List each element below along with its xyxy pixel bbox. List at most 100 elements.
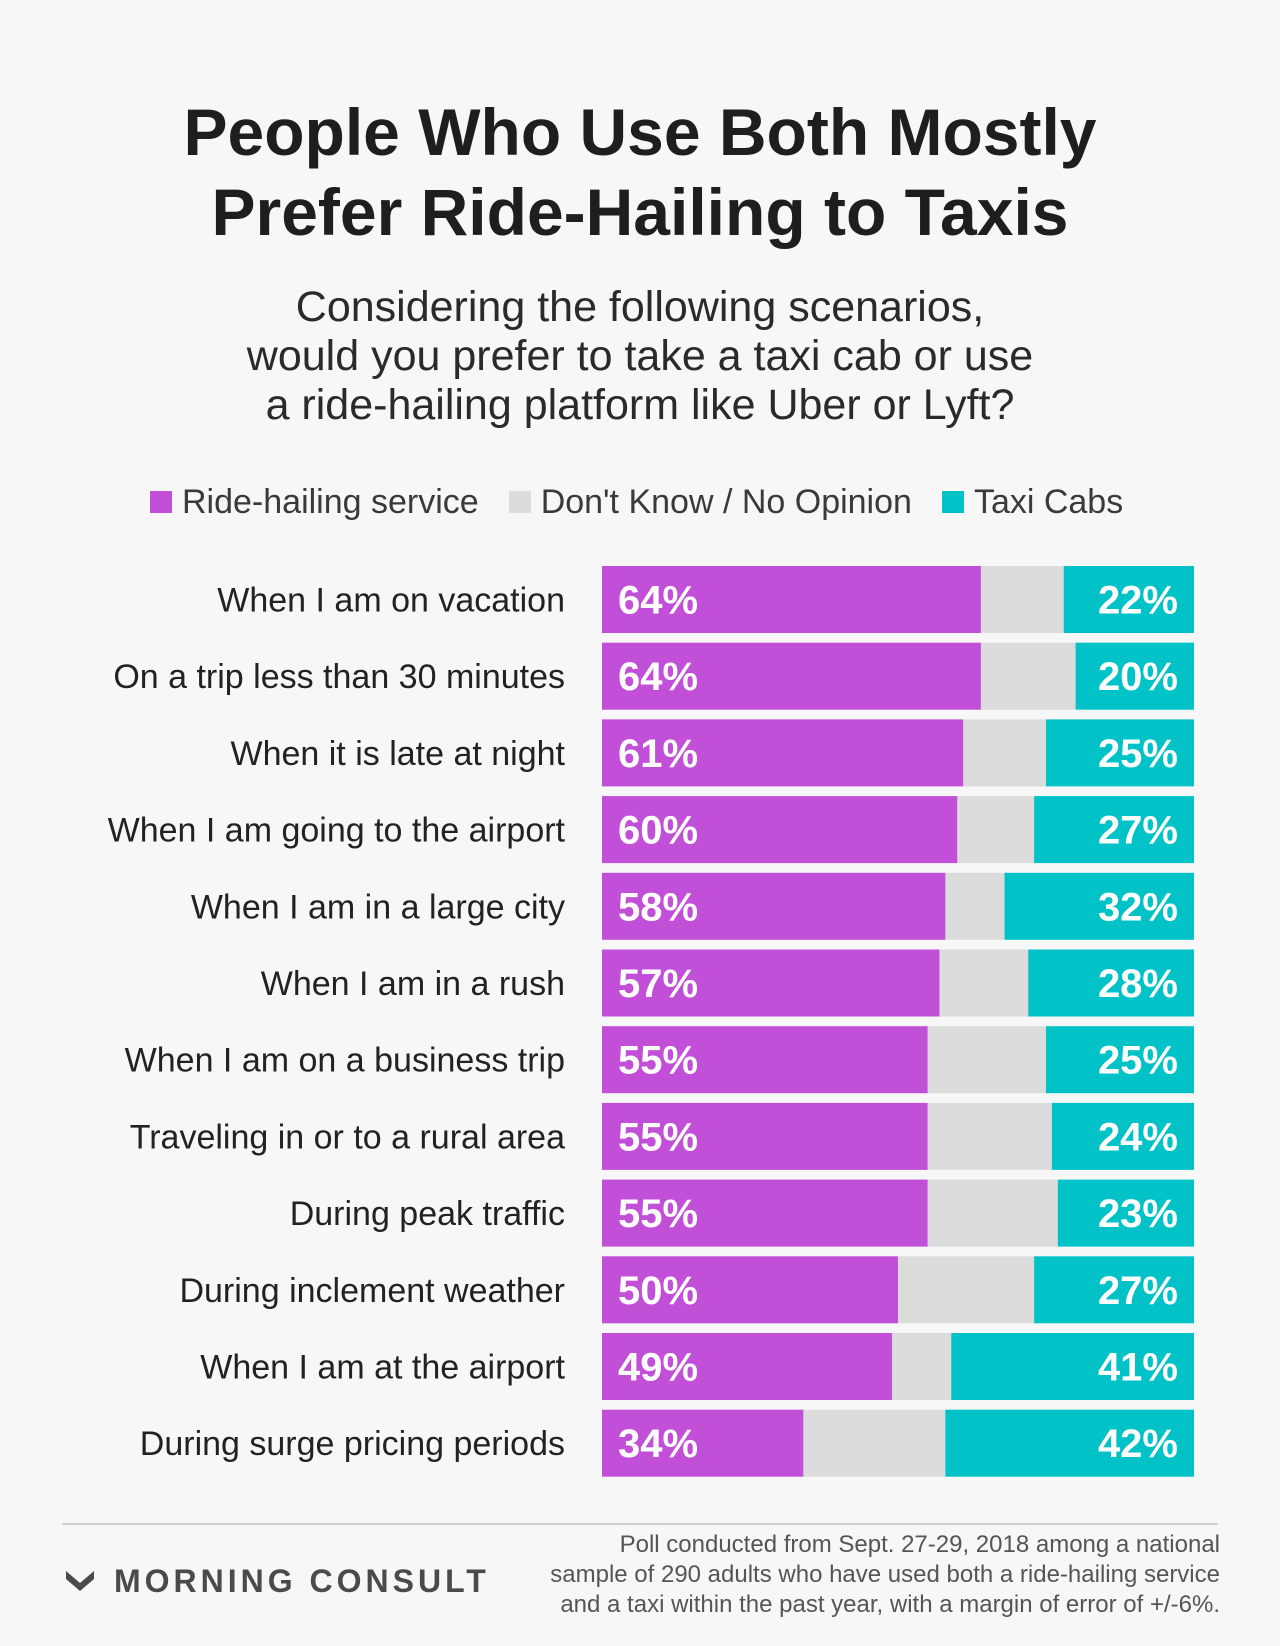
category-label: When I am on vacation <box>217 582 565 620</box>
value-label-ride-hailing: 60% <box>618 809 698 853</box>
value-label-taxi: 42% <box>1098 1422 1178 1466</box>
bar-segment-dont-know <box>803 1409 946 1477</box>
category-label: Traveling in or to a rural area <box>130 1118 565 1156</box>
bar-segment-taxi <box>1046 719 1194 787</box>
bar-segment-taxi <box>1051 1102 1194 1170</box>
category-label: When I am in a rush <box>261 965 565 1003</box>
bar-segment-dont-know <box>957 796 1035 864</box>
subtitle-line-1: Considering the following scenarios, <box>295 283 985 331</box>
value-label-taxi: 22% <box>1098 579 1178 623</box>
bar-segment-dont-know <box>898 1256 1035 1324</box>
bar-row: When I am in a rush 57% 28% <box>261 949 1194 1017</box>
chart-subtitle: Considering the following scenarios, wou… <box>0 283 1280 430</box>
value-label-ride-hailing: 55% <box>618 1039 698 1083</box>
legend-swatch-dont-know <box>508 491 531 513</box>
category-label: During peak traffic <box>290 1195 565 1233</box>
value-label-ride-hailing: 64% <box>618 655 698 699</box>
bar-segment-ride-hailing <box>602 949 940 1017</box>
value-label-ride-hailing: 58% <box>618 885 698 929</box>
bar-segment-dont-know <box>927 1026 1047 1094</box>
bar-row: On a trip less than 30 minutes 64% 20% <box>113 642 1194 710</box>
title-line-1: People Who Use Both Mostly <box>183 95 1097 169</box>
bar-segment-ride-hailing <box>602 719 964 787</box>
bar-segment-ride-hailing <box>602 1179 929 1247</box>
value-label-taxi: 27% <box>1098 1269 1178 1313</box>
footnote-line-3: and a taxi within the past year, with a … <box>560 1591 1220 1618</box>
value-label-ride-hailing: 49% <box>618 1346 698 1390</box>
category-label: When I am going to the airport <box>108 812 566 850</box>
chart-title: People Who Use Both Mostly Prefer Ride-H… <box>0 92 1280 252</box>
subtitle-line-2: would you prefer to take a taxi cab or u… <box>246 332 1034 380</box>
footer-divider <box>62 1523 1218 1525</box>
brand-name: MORNING CONSULT <box>114 1563 490 1599</box>
bar-segment-taxi <box>1046 1026 1194 1094</box>
category-label: When I am at the airport <box>200 1349 565 1387</box>
bar-segment-ride-hailing <box>602 566 982 633</box>
bar-segment-ride-hailing <box>602 796 958 864</box>
bar-row: When it is late at night 61% 25% <box>230 719 1194 787</box>
footnote-line-2: sample of 290 adults who have used both … <box>550 1561 1220 1588</box>
category-label: When I am on a business trip <box>125 1042 565 1080</box>
bar-row: Traveling in or to a rural area 55% 24% <box>130 1102 1194 1170</box>
category-label: During inclement weather <box>179 1272 565 1310</box>
bar-row: When I am going to the airport 60% 27% <box>108 796 1194 864</box>
value-label-taxi: 25% <box>1098 1039 1178 1083</box>
value-label-ride-hailing: 50% <box>618 1269 698 1313</box>
value-label-ride-hailing: 55% <box>618 1115 698 1159</box>
bar-segment-dont-know <box>892 1333 952 1400</box>
bar-segment-taxi <box>1034 796 1194 864</box>
bar-segment-dont-know <box>980 642 1077 710</box>
title-line-2: Prefer Ride-Hailing to Taxis <box>211 175 1069 249</box>
legend-swatch-taxi <box>941 491 964 513</box>
bar-segment-ride-hailing <box>602 1256 899 1324</box>
value-label-taxi: 25% <box>1098 732 1178 776</box>
subtitle-line-3: a ride-hailing platform like Uber or Lyf… <box>265 381 1015 429</box>
value-label-ride-hailing: 61% <box>618 732 698 776</box>
legend-swatch-ride-hailing <box>150 491 172 513</box>
chart-legend: Ride-hailing service Don't Know / No Opi… <box>150 478 1153 526</box>
bar-row: During inclement weather 50% 27% <box>179 1256 1194 1324</box>
value-label-ride-hailing: 57% <box>618 962 698 1006</box>
bar-segment-taxi <box>1028 949 1194 1017</box>
footnote-line-1: Poll conducted from Sept. 27-29, 2018 am… <box>619 1531 1220 1558</box>
bar-segment-ride-hailing <box>602 1333 893 1400</box>
value-label-taxi: 32% <box>1098 885 1178 929</box>
value-label-taxi: 23% <box>1098 1192 1178 1236</box>
category-label: When it is late at night <box>230 735 565 773</box>
bar-segment-taxi <box>951 1333 1194 1400</box>
value-label-ride-hailing: 55% <box>618 1192 698 1236</box>
bar-segment-ride-hailing <box>602 1102 929 1170</box>
footnote: Poll conducted from Sept. 27-29, 2018 am… <box>500 1530 1220 1620</box>
bar-row: When I am on a business trip 55% 25% <box>125 1026 1194 1094</box>
bar-segment-ride-hailing <box>602 642 982 710</box>
legend-item-taxi: Taxi Cabs <box>941 482 1124 522</box>
value-label-taxi: 27% <box>1098 809 1178 853</box>
legend-label-taxi: Taxi Cabs <box>973 482 1124 521</box>
bar-segment-dont-know <box>927 1102 1053 1170</box>
bar-segment-dont-know <box>945 872 1006 940</box>
bar-row: When I am on vacation 64% 22% <box>217 566 1194 633</box>
morning-consult-logo-icon <box>66 1570 94 1591</box>
bar-row: When I am in a large city 58% 32% <box>191 872 1194 940</box>
category-label: During surge pricing periods <box>140 1425 565 1463</box>
bar-segment-dont-know <box>939 949 1029 1017</box>
bar-segment-ride-hailing <box>602 1409 804 1477</box>
bar-segment-dont-know <box>963 719 1047 787</box>
legend-label-dont-know: Don't Know / No Opinion <box>540 482 912 521</box>
value-label-ride-hailing: 64% <box>618 579 698 623</box>
category-label: On a trip less than 30 minutes <box>113 658 565 696</box>
value-label-ride-hailing: 34% <box>618 1422 698 1466</box>
brand-logo: MORNING CONSULT <box>64 1563 490 1600</box>
legend-item-ride-hailing: Ride-hailing service <box>150 483 479 522</box>
value-label-taxi: 28% <box>1098 962 1178 1006</box>
category-label: When I am in a large city <box>191 888 565 926</box>
value-label-taxi: 24% <box>1098 1115 1178 1159</box>
bar-segment-dont-know <box>927 1179 1059 1247</box>
bar-segment-taxi <box>1057 1179 1194 1247</box>
bar-row: During surge pricing periods 34% 42% <box>140 1409 1194 1477</box>
bar-row: When I am at the airport 49% 41% <box>200 1333 1194 1400</box>
bar-segment-ride-hailing <box>602 872 946 940</box>
legend-item-dont-know: Don't Know / No Opinion <box>508 482 912 522</box>
bar-segment-taxi <box>1004 872 1194 940</box>
